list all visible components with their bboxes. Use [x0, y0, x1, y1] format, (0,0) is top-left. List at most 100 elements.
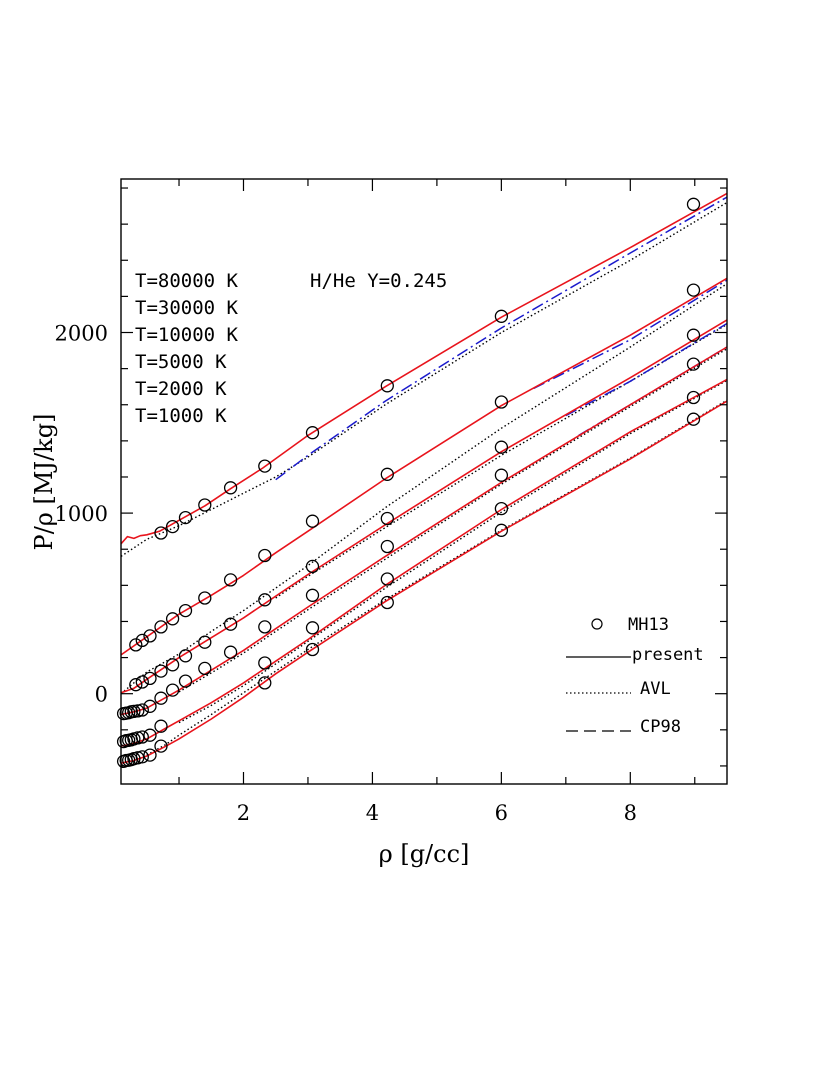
series-line-cp98	[565, 322, 728, 417]
mh13-point	[154, 526, 168, 540]
mh13-point	[494, 523, 509, 537]
mh13-point	[258, 593, 272, 607]
series-line-present	[120, 319, 728, 694]
plot-frame	[120, 178, 728, 785]
mh13-point	[305, 588, 320, 602]
mh13-point	[129, 678, 143, 692]
mh13-point	[305, 559, 320, 574]
mh13-point	[143, 699, 157, 713]
mh13-point	[223, 645, 238, 659]
annotation-temperature-3: T=10000 K	[135, 324, 239, 346]
mh13-point	[143, 728, 157, 742]
mh13-point	[165, 519, 180, 534]
y-axis-label: P/ρ [MJ/kg]	[30, 414, 58, 551]
mh13-point	[165, 658, 180, 672]
legend-label-cp98: CP98	[640, 717, 681, 737]
legend-label-avl: AVL	[640, 679, 671, 699]
mh13-point	[198, 498, 212, 512]
series-group-4	[116, 346, 728, 721]
mh13-point	[686, 390, 701, 405]
mh13-point	[154, 664, 168, 678]
mh13-point	[494, 501, 509, 516]
series-line-present	[120, 378, 728, 747]
series-line-avl	[275, 323, 728, 599]
series-group-3	[120, 319, 728, 694]
mh13-point	[198, 661, 212, 676]
annotation-temperature-4: T=5000 K	[135, 351, 227, 373]
mh13-point	[154, 620, 168, 634]
mh13-point	[143, 629, 157, 643]
x-tick-label: 8	[624, 801, 637, 825]
series-line-avl	[178, 348, 728, 693]
mh13-point	[494, 468, 509, 482]
mh13-point	[131, 751, 145, 765]
mh13-point	[129, 638, 143, 652]
mh13-point	[135, 675, 149, 689]
mh13-point	[305, 642, 320, 657]
mh13-point	[494, 309, 509, 323]
mh13-point	[154, 691, 168, 705]
mh13-point	[198, 591, 212, 605]
legend-marker-mh13	[591, 618, 603, 630]
legend-label-present: present	[632, 645, 704, 665]
series-line-cp98	[275, 196, 728, 481]
mh13-point	[305, 514, 320, 528]
series-line-present	[120, 277, 728, 656]
series-group-1	[120, 192, 728, 557]
mh13-point	[154, 719, 168, 733]
mh13-point	[258, 459, 272, 473]
mh13-point	[135, 633, 149, 648]
y-tick-label: 0	[95, 683, 108, 707]
series-layer	[116, 192, 728, 769]
mh13-point	[143, 748, 157, 762]
series-line-present	[120, 400, 728, 764]
mh13-point	[494, 395, 509, 409]
mh13-point	[135, 703, 149, 717]
mh13-point	[165, 612, 180, 626]
annotation-temperature-5: T=2000 K	[135, 378, 227, 400]
mh13-point	[135, 730, 149, 744]
mh13-point	[305, 621, 320, 635]
mh13-point	[127, 704, 141, 719]
series-line-avl	[178, 379, 728, 724]
annotation-composition: H/He Y=0.245	[310, 270, 447, 292]
mh13-point	[131, 704, 145, 718]
y-tick-label: 2000	[55, 322, 108, 346]
mh13-point	[178, 674, 193, 688]
mh13-point	[494, 440, 509, 454]
mh13-point	[165, 683, 180, 697]
x-tick-label: 6	[495, 801, 508, 825]
y-tick-label: 1000	[55, 502, 108, 526]
annotation-temperature-1: T=80000 K	[135, 270, 239, 292]
axes-layer	[120, 178, 728, 785]
series-line-present	[120, 192, 728, 545]
ticks-layer: 2 4 6 8 0 1000 2000	[55, 179, 727, 825]
legend-label-mh13: MH13	[628, 615, 669, 635]
mh13-point	[380, 467, 394, 481]
mh13-point	[380, 539, 394, 554]
mh13-point	[131, 731, 145, 745]
mh13-point	[258, 548, 272, 563]
series-group-6	[116, 399, 728, 769]
mh13-point	[686, 283, 701, 297]
annotation-temperature-2: T=30000 K	[135, 297, 239, 319]
x-axis-label: ρ [g/cc]	[379, 840, 470, 868]
mh13-point	[686, 357, 701, 371]
mh13-point	[686, 328, 701, 342]
mh13-point	[154, 739, 168, 753]
mh13-point	[380, 595, 394, 610]
annotation-temperature-6: T=1000 K	[135, 405, 227, 427]
mh13-point	[178, 510, 193, 525]
mh13-point	[305, 426, 320, 440]
mh13-point	[223, 617, 238, 631]
mh13-point	[380, 511, 394, 526]
mh13-point	[198, 635, 212, 649]
x-tick-label: 4	[366, 801, 379, 825]
series-group-5	[116, 378, 728, 749]
mh13-point	[258, 620, 272, 634]
annotation-block: T=80000 K H/He Y=0.245 T=30000 K T=10000…	[135, 270, 447, 427]
mh13-point	[258, 676, 272, 690]
mh13-point	[223, 573, 238, 587]
mh13-point	[135, 750, 149, 764]
x-tick-label: 2	[237, 801, 250, 825]
